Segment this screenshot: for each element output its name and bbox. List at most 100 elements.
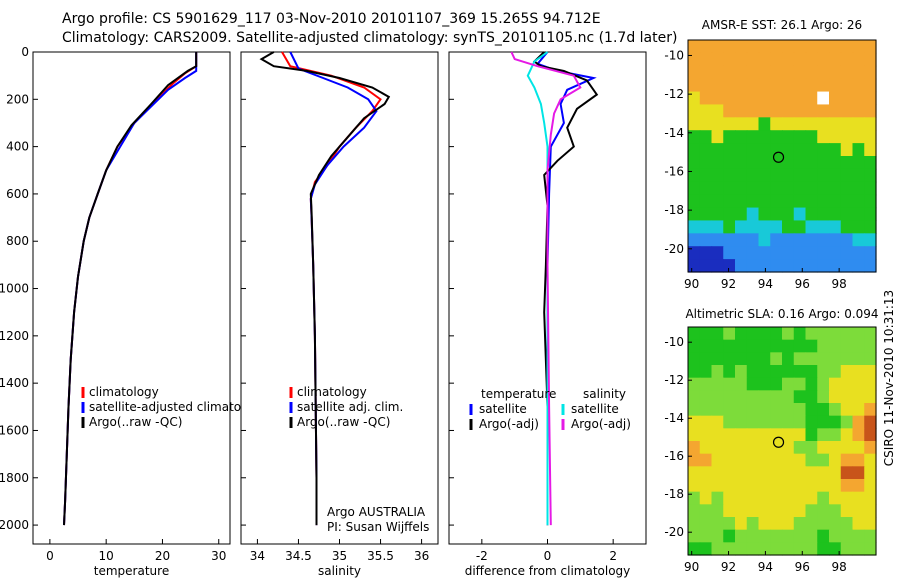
- sla-heatmap-cell: [852, 377, 865, 391]
- sst-heatmap-cell: [805, 246, 818, 260]
- sla-heatmap-cell: [711, 466, 724, 480]
- sst-heatmap-cell: [746, 259, 760, 273]
- sst-heatmap-cell: [829, 233, 842, 247]
- sst-heatmap-cell: [746, 246, 760, 260]
- sst-heatmap-cell: [852, 65, 865, 80]
- sst-heatmap-cell: [735, 194, 748, 209]
- sst-heatmap-cell: [864, 259, 877, 273]
- sst-heatmap-cell: [711, 194, 724, 209]
- sla-profile-location-marker: [772, 436, 785, 448]
- sla-heatmap-cell: [699, 529, 713, 543]
- sst-heatmap-cell: [699, 143, 713, 157]
- sla-heatmap-cell: [688, 365, 701, 379]
- sal-legend-label: Argo(..raw -QC): [297, 415, 390, 429]
- sla-heatmap-cell: [758, 529, 771, 543]
- sla-heatmap-cell: [805, 415, 818, 429]
- sla-heatmap-cell: [864, 491, 877, 505]
- sla-heatmap-cell: [829, 352, 842, 366]
- sst-heatmap-cell: [782, 233, 795, 247]
- sla-heatmap-cell: [852, 441, 865, 455]
- sst-heatmap-cell: [699, 40, 713, 54]
- sla-heatmap-cell: [723, 415, 736, 429]
- sst-heatmap-cell: [793, 246, 807, 260]
- sla-heatmap-cell: [699, 390, 713, 404]
- sst-heatmap-cell: [770, 78, 783, 93]
- timestamp-stamp: CSIRO 11-Nov-2010 10:31:13: [882, 290, 896, 466]
- sla-heatmap-cell: [840, 403, 854, 417]
- sst-heatmap-cell: [699, 207, 713, 222]
- sst-heatmap-cell: [840, 233, 854, 247]
- sla-heatmap-cell: [805, 441, 818, 455]
- temp-series-line: [63, 52, 198, 526]
- sst-heatmap-cell: [864, 104, 877, 118]
- sst-heatmap-cell: [735, 117, 748, 131]
- sal-series-line: [259, 51, 391, 526]
- sla-heatmap-cell: [746, 491, 760, 505]
- sla-heatmap-cell: [735, 403, 748, 417]
- sst-heatmap-cell: [758, 233, 771, 247]
- sla-heatmap-cell: [746, 339, 760, 353]
- temp-legend-label: Argo(..raw -QC): [89, 415, 182, 429]
- sal-xtick-label: 35.5: [367, 549, 394, 563]
- sst-heatmap-cell: [852, 220, 865, 234]
- sla-heatmap-cell: [711, 327, 724, 341]
- sst-heatmap-cell: [829, 40, 842, 54]
- sla-heatmap-cell: [723, 428, 736, 442]
- sla-xtick-label: 92: [721, 560, 736, 574]
- sst-heatmap-cell: [688, 91, 701, 106]
- sla-heatmap-cell: [805, 365, 818, 379]
- sla-heatmap-cell: [711, 504, 724, 518]
- sst-heatmap-cell: [699, 181, 713, 196]
- sst-heatmap-cell: [805, 52, 818, 67]
- sla-heatmap-cell: [770, 415, 783, 429]
- sst-heatmap-cell: [840, 156, 854, 170]
- sla-heatmap-cell: [852, 428, 865, 442]
- sst-heatmap-cell: [688, 207, 701, 222]
- sla-heatmap-cell: [852, 415, 865, 429]
- sst-heatmap-cell: [793, 104, 807, 118]
- sla-heatmap-cell: [829, 491, 842, 505]
- sla-heatmap-cell: [688, 517, 701, 531]
- sla-ytick-label: -20: [664, 525, 684, 539]
- temp-ytick-label: 400: [6, 140, 29, 154]
- sla-heatmap-cell: [793, 339, 807, 353]
- sst-heatmap-cell: [840, 194, 854, 209]
- sla-heatmap-cell: [699, 453, 713, 467]
- sst-heatmap-cell: [688, 194, 701, 209]
- sla-heatmap-cell: [758, 479, 771, 493]
- sst-heatmap-cell: [805, 233, 818, 247]
- sla-heatmap-cell: [699, 327, 713, 341]
- salinity-profile-panel: 34 34.5 35 35.5 36 salinity climatologysatelli…: [240, 51, 439, 578]
- sst-heatmap-cell: [735, 130, 748, 144]
- sst-heatmap-cell: [817, 40, 830, 54]
- sla-heatmap-cell: [864, 352, 877, 366]
- sla-map-title: Altimetric SLA: 0.16 Argo: 0.094: [685, 307, 878, 321]
- sla-heatmap-cell: [782, 504, 795, 518]
- sst-heatmap-cell: [829, 104, 842, 118]
- sst-heatmap-cell: [711, 40, 724, 54]
- sla-heatmap-cell: [829, 365, 842, 379]
- sla-heatmap-cell: [770, 504, 783, 518]
- sst-heatmap-cell: [758, 117, 771, 131]
- sst-heatmap-cell: [746, 181, 760, 196]
- sst-heatmap-cell: [852, 207, 865, 222]
- sla-heatmap-cell: [711, 529, 724, 543]
- sla-heatmap-cell: [735, 428, 748, 442]
- sst-heatmap-cell: [758, 194, 771, 209]
- sla-heatmap-cell: [699, 415, 713, 429]
- sla-heatmap-cell: [852, 339, 865, 353]
- sst-heatmap-cell: [723, 130, 736, 144]
- sla-heatmap-cell: [758, 441, 771, 455]
- sla-heatmap-cell: [782, 428, 795, 442]
- sla-heatmap-cell: [852, 491, 865, 505]
- sla-heatmap-cell: [817, 352, 830, 366]
- sst-heatmap-cell: [746, 104, 760, 118]
- sst-heatmap-cell: [852, 91, 865, 106]
- sla-heatmap-cell: [864, 428, 877, 442]
- sla-heatmap-cell: [793, 415, 807, 429]
- sla-heatmap-cell: [864, 390, 877, 404]
- sst-heatmap-cell: [782, 52, 795, 67]
- sst-heatmap-cell: [840, 246, 854, 260]
- sst-heatmap-cell: [782, 78, 795, 93]
- sst-heatmap-cell: [688, 52, 701, 67]
